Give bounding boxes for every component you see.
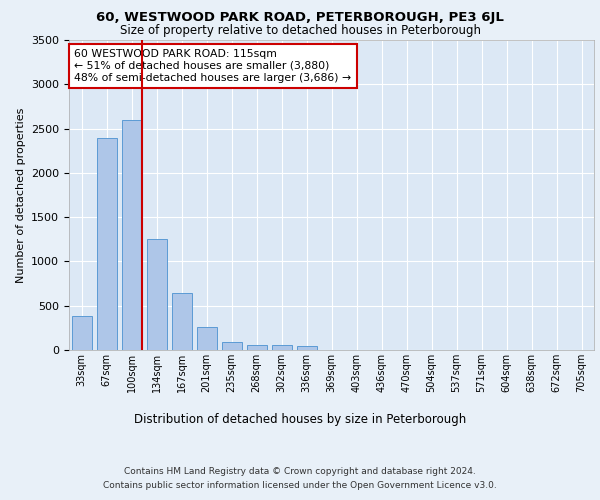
Bar (221, 342, 241, 350)
Bar (97, 138, 116, 350)
Bar (197, 328, 217, 350)
Text: 60, WESTWOOD PARK ROAD, PETERBOROUGH, PE3 6JL: 60, WESTWOOD PARK ROAD, PETERBOROUGH, PE… (96, 11, 504, 24)
Bar (121, 120, 142, 350)
Text: Distribution of detached houses by size in Peterborough: Distribution of detached houses by size … (134, 412, 466, 426)
Bar (271, 345, 292, 350)
Text: Size of property relative to detached houses in Peterborough: Size of property relative to detached ho… (119, 24, 481, 37)
Y-axis label: Number of detached properties: Number of detached properties (16, 108, 26, 282)
Text: Contains HM Land Registry data © Crown copyright and database right 2024.: Contains HM Land Registry data © Crown c… (124, 468, 476, 476)
Text: 60 WESTWOOD PARK ROAD: 115sqm
← 51% of detached houses are smaller (3,880)
48% o: 60 WESTWOOD PARK ROAD: 115sqm ← 51% of d… (74, 50, 352, 82)
Bar (247, 344, 266, 350)
Bar (71, 316, 91, 350)
Text: Contains public sector information licensed under the Open Government Licence v3: Contains public sector information licen… (103, 481, 497, 490)
Bar (146, 240, 167, 350)
Bar (172, 294, 191, 350)
Bar (296, 346, 317, 350)
